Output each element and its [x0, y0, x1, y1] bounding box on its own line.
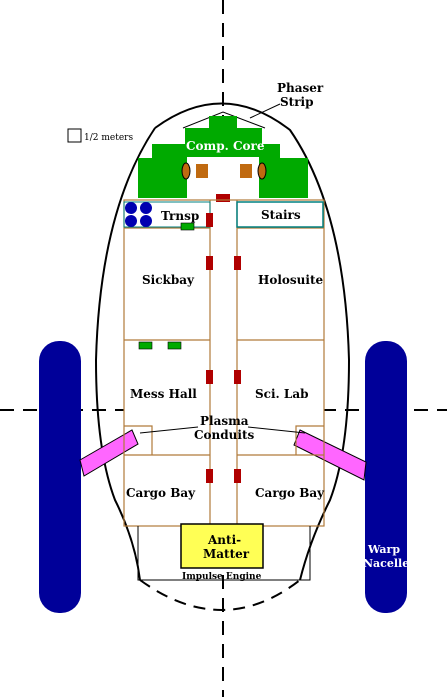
door-markers — [206, 213, 241, 483]
phaser-strip-pointer — [249, 103, 281, 119]
hull-outline — [94, 102, 351, 581]
transporter-label: Trnsp — [161, 209, 199, 223]
warp-nacelle-label-line2: Nacelle — [363, 557, 409, 570]
scale-label: 1/2 meters — [84, 133, 133, 143]
transporter-pad-3 — [125, 215, 137, 227]
anti-matter-label-line1: Anti- — [207, 533, 241, 547]
plasma-conduits-label-line2: Conduits — [194, 428, 254, 442]
warp-nacelle-label-line1: Warp — [367, 543, 400, 556]
anti-matter-label-line2: Matter — [203, 547, 250, 561]
stairs-box — [236, 201, 324, 228]
core-console-right — [240, 164, 252, 178]
mess-table-1 — [138, 341, 153, 350]
core-pod-right — [257, 162, 267, 180]
plasma-pointer-left — [139, 426, 199, 434]
plasma-pointer-right — [247, 426, 306, 434]
core-door — [216, 194, 230, 202]
core-console-left — [196, 164, 208, 178]
impulse-engine-label: Impulse Engine — [182, 572, 262, 582]
hull-bottom-dashed — [139, 579, 301, 611]
transporter-pad-4 — [140, 215, 152, 227]
engineering-bay-outline — [137, 526, 311, 581]
anti-matter-tank — [180, 523, 264, 569]
warp-nacelle-left — [39, 341, 81, 613]
mess-hall-label: Mess Hall — [130, 387, 197, 401]
phaser-strip-label-line1: Phaser — [277, 81, 324, 95]
core-pod-left — [181, 162, 191, 180]
scale-box — [67, 128, 82, 143]
computer-core-label: Comp. Core — [186, 139, 265, 153]
sci-lab-label: Sci. Lab — [255, 387, 309, 401]
warp-nacelle-right — [365, 341, 407, 613]
mess-table-2 — [167, 341, 182, 350]
phaser-strip-label-line2: Strip — [280, 95, 313, 109]
transporter-console — [180, 222, 195, 231]
transporter-pad-2 — [140, 202, 152, 214]
transporter-pad-1 — [125, 202, 137, 214]
cargo-bay-right-label: Cargo Bay — [255, 486, 325, 500]
stairs-label: Stairs — [261, 208, 301, 222]
cargo-bay-left-label: Cargo Bay — [126, 486, 196, 500]
plasma-conduits-label-line1: Plasma — [200, 414, 249, 428]
phaser-strip — [182, 111, 266, 129]
holosuite-label: Holosuite — [258, 273, 323, 287]
sickbay-label: Sickbay — [142, 273, 195, 287]
